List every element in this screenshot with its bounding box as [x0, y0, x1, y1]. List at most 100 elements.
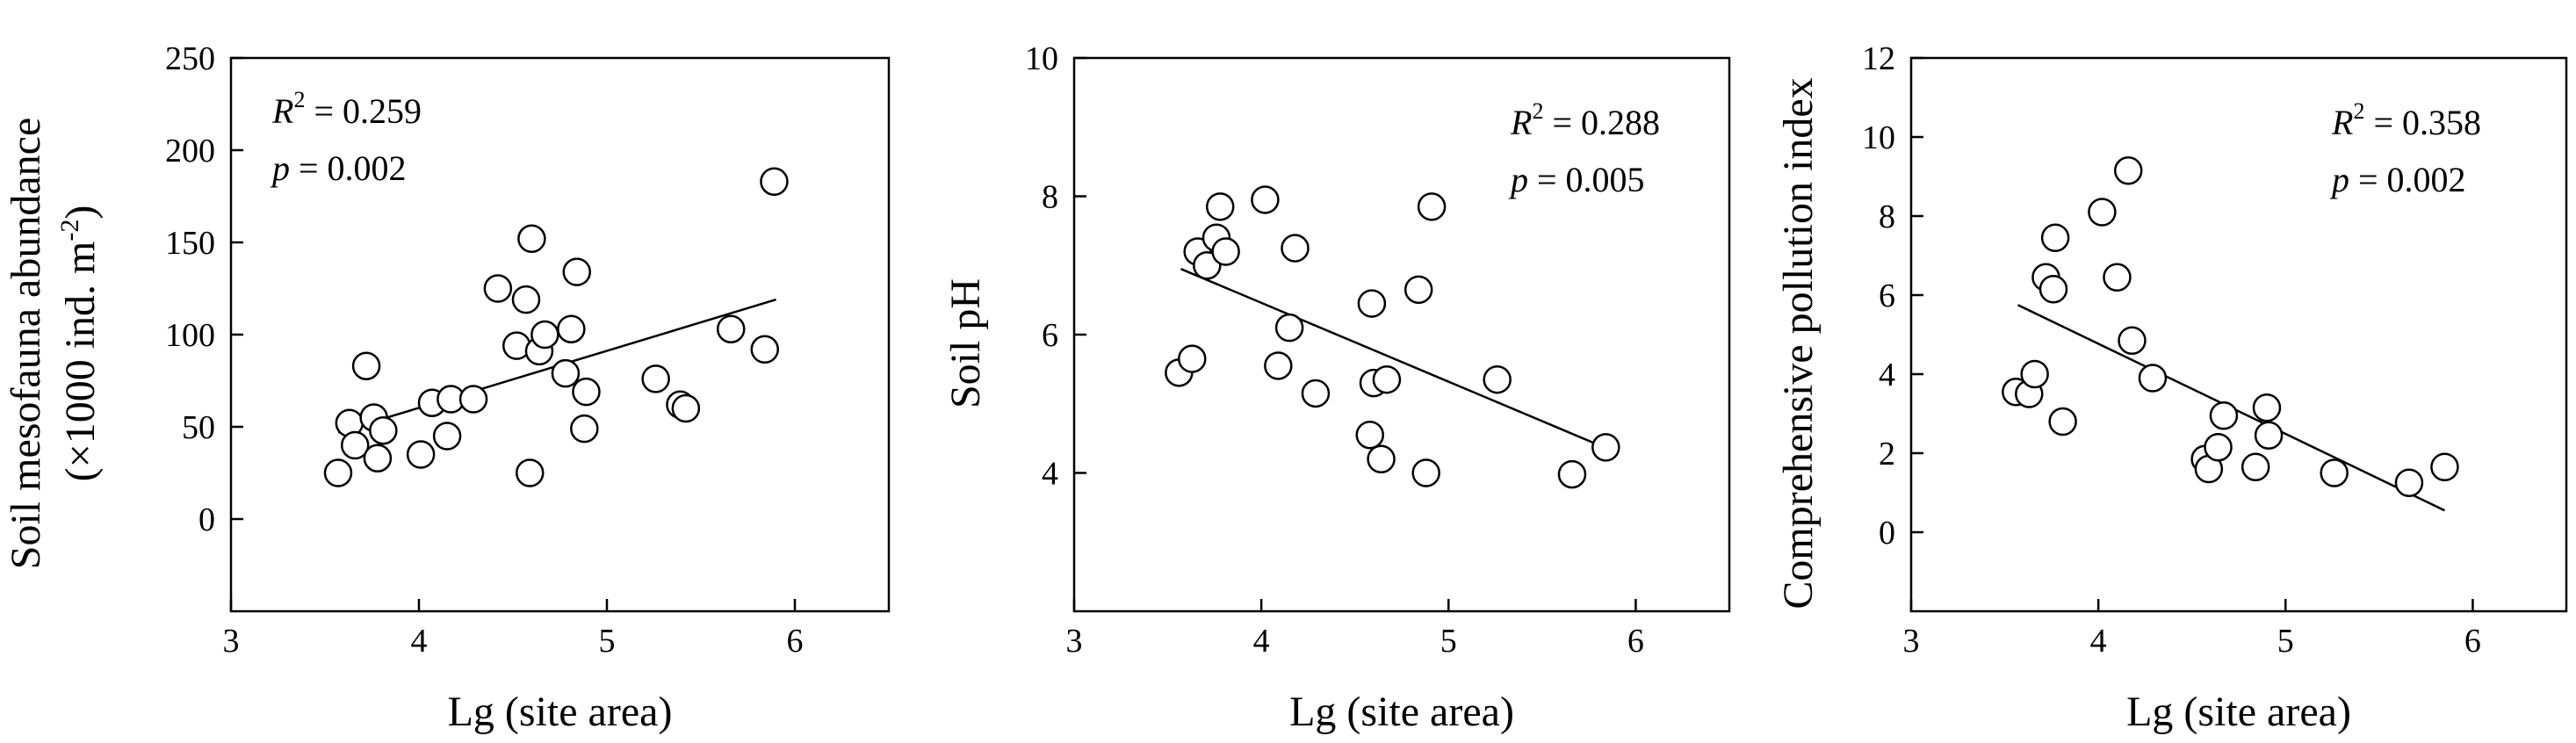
data-point — [1206, 192, 1235, 221]
data-point — [432, 422, 462, 451]
x-tick-label: 3 — [1903, 623, 1920, 660]
y-tick-label: 12 — [1862, 40, 1895, 77]
data-point — [1355, 420, 1385, 450]
data-point — [1301, 379, 1331, 408]
r-squared-annotation: R2 = 0.288 — [1510, 98, 1660, 142]
data-point — [1178, 344, 1207, 373]
p-symbol: p — [1508, 160, 1528, 199]
data-point — [1557, 459, 1587, 489]
data-point — [1211, 237, 1240, 266]
r-squared-value: = 0.358 — [2364, 103, 2481, 142]
data-point — [2020, 359, 2049, 389]
data-point — [2320, 458, 2349, 487]
y-tick-label: 10 — [1862, 119, 1895, 156]
data-point — [2430, 452, 2459, 481]
data-point — [641, 364, 670, 393]
y-axis-units-superscript: -2 — [55, 220, 84, 242]
y-tick-label: 6 — [1879, 278, 1895, 314]
data-point — [351, 351, 381, 380]
x-axis-label: Lg (site area) — [448, 689, 673, 735]
y-tick-label: 4 — [1042, 456, 1058, 493]
r-squared-exponent: 2 — [2353, 98, 2364, 124]
data-point — [511, 285, 541, 314]
panel-pollution-index: 3 4 5 6 0 2 4 6 8 10 12 Lg (site area) Comprehensive… — [1775, 40, 2568, 735]
y-axis-label-units: (×1000 ind. m-2) — [55, 206, 104, 482]
p-symbol: p — [270, 148, 290, 188]
x-tick-label: 3 — [1066, 623, 1083, 660]
p-value-annotation: p = 0.005 — [1508, 160, 1645, 199]
x-tick-label: 6 — [1627, 623, 1644, 660]
p-symbol: p — [2329, 160, 2349, 199]
y-tick-label: 250 — [165, 40, 215, 77]
r-squared-annotation: R2 = 0.358 — [2331, 98, 2481, 142]
data-point — [2204, 433, 2233, 462]
data-point — [1251, 185, 1280, 214]
data-point — [2088, 198, 2117, 227]
y-tick-label: 100 — [165, 317, 215, 354]
r-squared-symbol: R — [2331, 103, 2353, 142]
x-tick-label: 4 — [1253, 623, 1270, 660]
x-tick-label: 5 — [2277, 623, 2294, 660]
y-axis-label: Comprehensive pollution index — [1775, 77, 1822, 609]
data-point — [760, 167, 789, 196]
data-point — [2252, 393, 2282, 422]
y-tick-label: 150 — [165, 225, 215, 262]
data-point — [551, 358, 581, 388]
y-tick-label: 8 — [1042, 179, 1058, 216]
x-tick-label: 3 — [223, 623, 240, 660]
data-point — [2103, 263, 2132, 292]
x-tick-label: 5 — [1440, 623, 1457, 660]
data-point — [1411, 458, 1440, 487]
data-point — [458, 385, 488, 414]
data-point — [2048, 407, 2077, 436]
data-point — [562, 257, 592, 286]
regression-line — [1180, 268, 1608, 451]
y-tick-label: 0 — [198, 501, 215, 538]
panel-abundance: 3 4 5 6 0 50 100 150 200 250 Lg (site area) Soil me… — [3, 40, 891, 735]
y-tick-label: 10 — [1025, 40, 1058, 77]
data-point — [570, 414, 599, 444]
data-point — [340, 430, 370, 460]
y-tick-label: 4 — [1879, 357, 1895, 393]
panel-soil-ph: 3 4 5 6 4 6 8 10 Lg (site area) Soil pH R2 = 0.288… — [942, 40, 1731, 735]
data-point — [716, 314, 746, 343]
x-tick-label: 4 — [2090, 623, 2107, 660]
x-tick-label: 5 — [599, 623, 616, 660]
x-tick-label: 4 — [411, 623, 428, 660]
y-axis-units-text: (×1000 ind. m — [57, 242, 104, 482]
data-point — [2118, 326, 2147, 355]
r-squared-symbol: R — [1510, 103, 1532, 142]
data-point — [517, 224, 546, 254]
data-point — [1281, 234, 1310, 263]
data-point — [2254, 421, 2284, 450]
data-point — [1264, 351, 1293, 380]
data-point — [2040, 223, 2070, 252]
y-tick-label: 2 — [1879, 436, 1895, 472]
data-point — [671, 393, 701, 423]
y-axis-units-close: ) — [57, 206, 104, 220]
data-point — [2394, 468, 2424, 497]
r-squared-annotation: R2 = 0.259 — [271, 87, 422, 131]
data-point — [1417, 192, 1447, 221]
y-tick-label: 6 — [1042, 317, 1058, 354]
x-axis-label: Lg (site area) — [1289, 689, 1514, 735]
plot-frame — [1909, 56, 2568, 613]
data-point — [1357, 289, 1387, 318]
data-point — [1274, 313, 1304, 343]
data-point — [323, 458, 353, 487]
p-value: = 0.005 — [1528, 160, 1645, 199]
data-point — [1372, 364, 1402, 394]
r-squared-value: = 0.288 — [1543, 103, 1660, 142]
p-value: = 0.002 — [290, 148, 407, 188]
data-point — [1591, 433, 1620, 462]
data-point — [2138, 364, 2168, 393]
y-axis-label: Soil mesofauna abundance — [3, 118, 49, 570]
data-point — [572, 377, 601, 407]
y-tick-label: 200 — [165, 133, 215, 170]
data-point — [516, 458, 545, 487]
data-point — [1483, 364, 1512, 394]
data-point — [483, 274, 513, 303]
r-squared-exponent: 2 — [293, 87, 305, 112]
data-point — [2113, 156, 2143, 185]
